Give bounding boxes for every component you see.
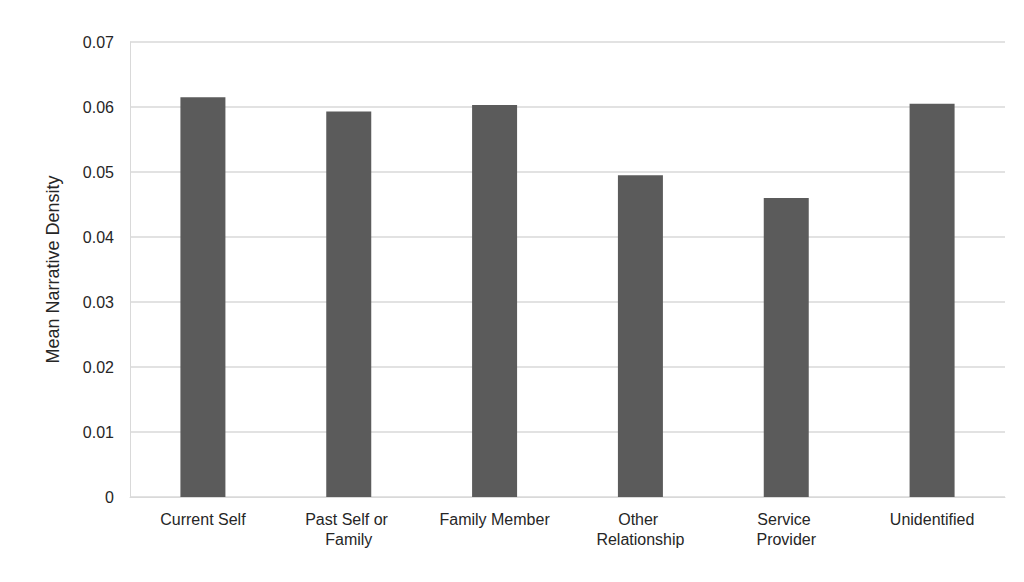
svg-text:0.01: 0.01	[83, 424, 114, 441]
svg-text:Family: Family	[325, 531, 372, 548]
svg-text:Current Self: Current Self	[160, 511, 246, 528]
svg-text:Other: Other	[618, 511, 662, 528]
svg-text:Relationship: Relationship	[596, 531, 684, 548]
svg-text:Family Member: Family Member	[439, 511, 550, 528]
svg-text:Mean Narrative Density: Mean Narrative Density	[43, 175, 63, 363]
svg-text:0.03: 0.03	[83, 294, 114, 311]
svg-text:Past Self or: Past Self or	[305, 511, 392, 528]
svg-text:Service: Service	[757, 511, 815, 528]
svg-text:0.02: 0.02	[83, 359, 114, 376]
svg-text:0.06: 0.06	[83, 99, 114, 116]
svg-text:Unidentified: Unidentified	[890, 511, 975, 528]
svg-text:0.07: 0.07	[83, 34, 114, 51]
svg-text:Provider: Provider	[756, 531, 816, 548]
svg-text:0.05: 0.05	[83, 164, 114, 181]
svg-text:0.04: 0.04	[83, 229, 114, 246]
svg-text:0: 0	[105, 489, 114, 506]
